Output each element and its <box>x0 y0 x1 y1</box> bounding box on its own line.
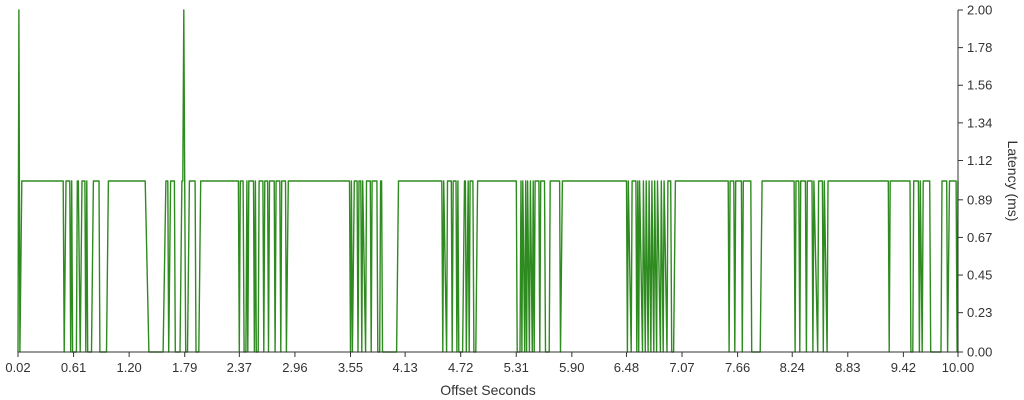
x-tick-label: 6.48 <box>614 360 639 375</box>
y-tick-label: 0.67 <box>967 230 992 245</box>
x-tick-label: 5.90 <box>559 360 584 375</box>
y-axis-ticks: 0.00 0.23 0.45 0.67 0.89 1.12 1.34 1.56 1.78 2.00 <box>958 3 992 360</box>
latency-series-line <box>17 9 959 353</box>
x-tick-label: 9.42 <box>891 360 916 375</box>
x-tick-label: 0.02 <box>5 360 30 375</box>
x-axis-ticks: 0.02 0.61 1.20 1.79 2.37 2.96 3.55 4.13 4.72 5.31… <box>5 352 974 375</box>
x-tick-label: 0.61 <box>61 360 86 375</box>
y-tick-label: 2.00 <box>967 3 992 18</box>
x-tick-label: 4.13 <box>392 360 417 375</box>
y-tick-label: 0.23 <box>967 305 992 320</box>
y-tick-label: 1.56 <box>967 78 992 93</box>
x-tick-label: 2.37 <box>227 360 252 375</box>
x-tick-label: 10.00 <box>942 360 975 375</box>
x-tick-label: 7.07 <box>669 360 694 375</box>
x-tick-label: 1.79 <box>172 360 197 375</box>
y-tick-label: 0.00 <box>967 345 992 360</box>
x-tick-label: 1.20 <box>116 360 141 375</box>
y-tick-label: 1.12 <box>967 153 992 168</box>
x-tick-label: 8.83 <box>835 360 860 375</box>
y-tick-label: 1.78 <box>967 40 992 55</box>
x-tick-label: 7.66 <box>725 360 750 375</box>
x-axis-title: Offset Seconds <box>440 382 535 398</box>
y-axis-title: Latency (ms) <box>1005 141 1021 222</box>
y-tick-label: 0.45 <box>967 268 992 283</box>
series-layer <box>17 9 959 353</box>
x-tick-label: 3.55 <box>338 360 363 375</box>
y-tick-label: 0.89 <box>967 192 992 207</box>
x-tick-label: 8.24 <box>780 360 805 375</box>
x-tick-label: 2.96 <box>282 360 307 375</box>
y-tick-label: 1.34 <box>967 115 992 130</box>
x-tick-label: 4.72 <box>448 360 473 375</box>
x-tick-label: 5.31 <box>504 360 529 375</box>
